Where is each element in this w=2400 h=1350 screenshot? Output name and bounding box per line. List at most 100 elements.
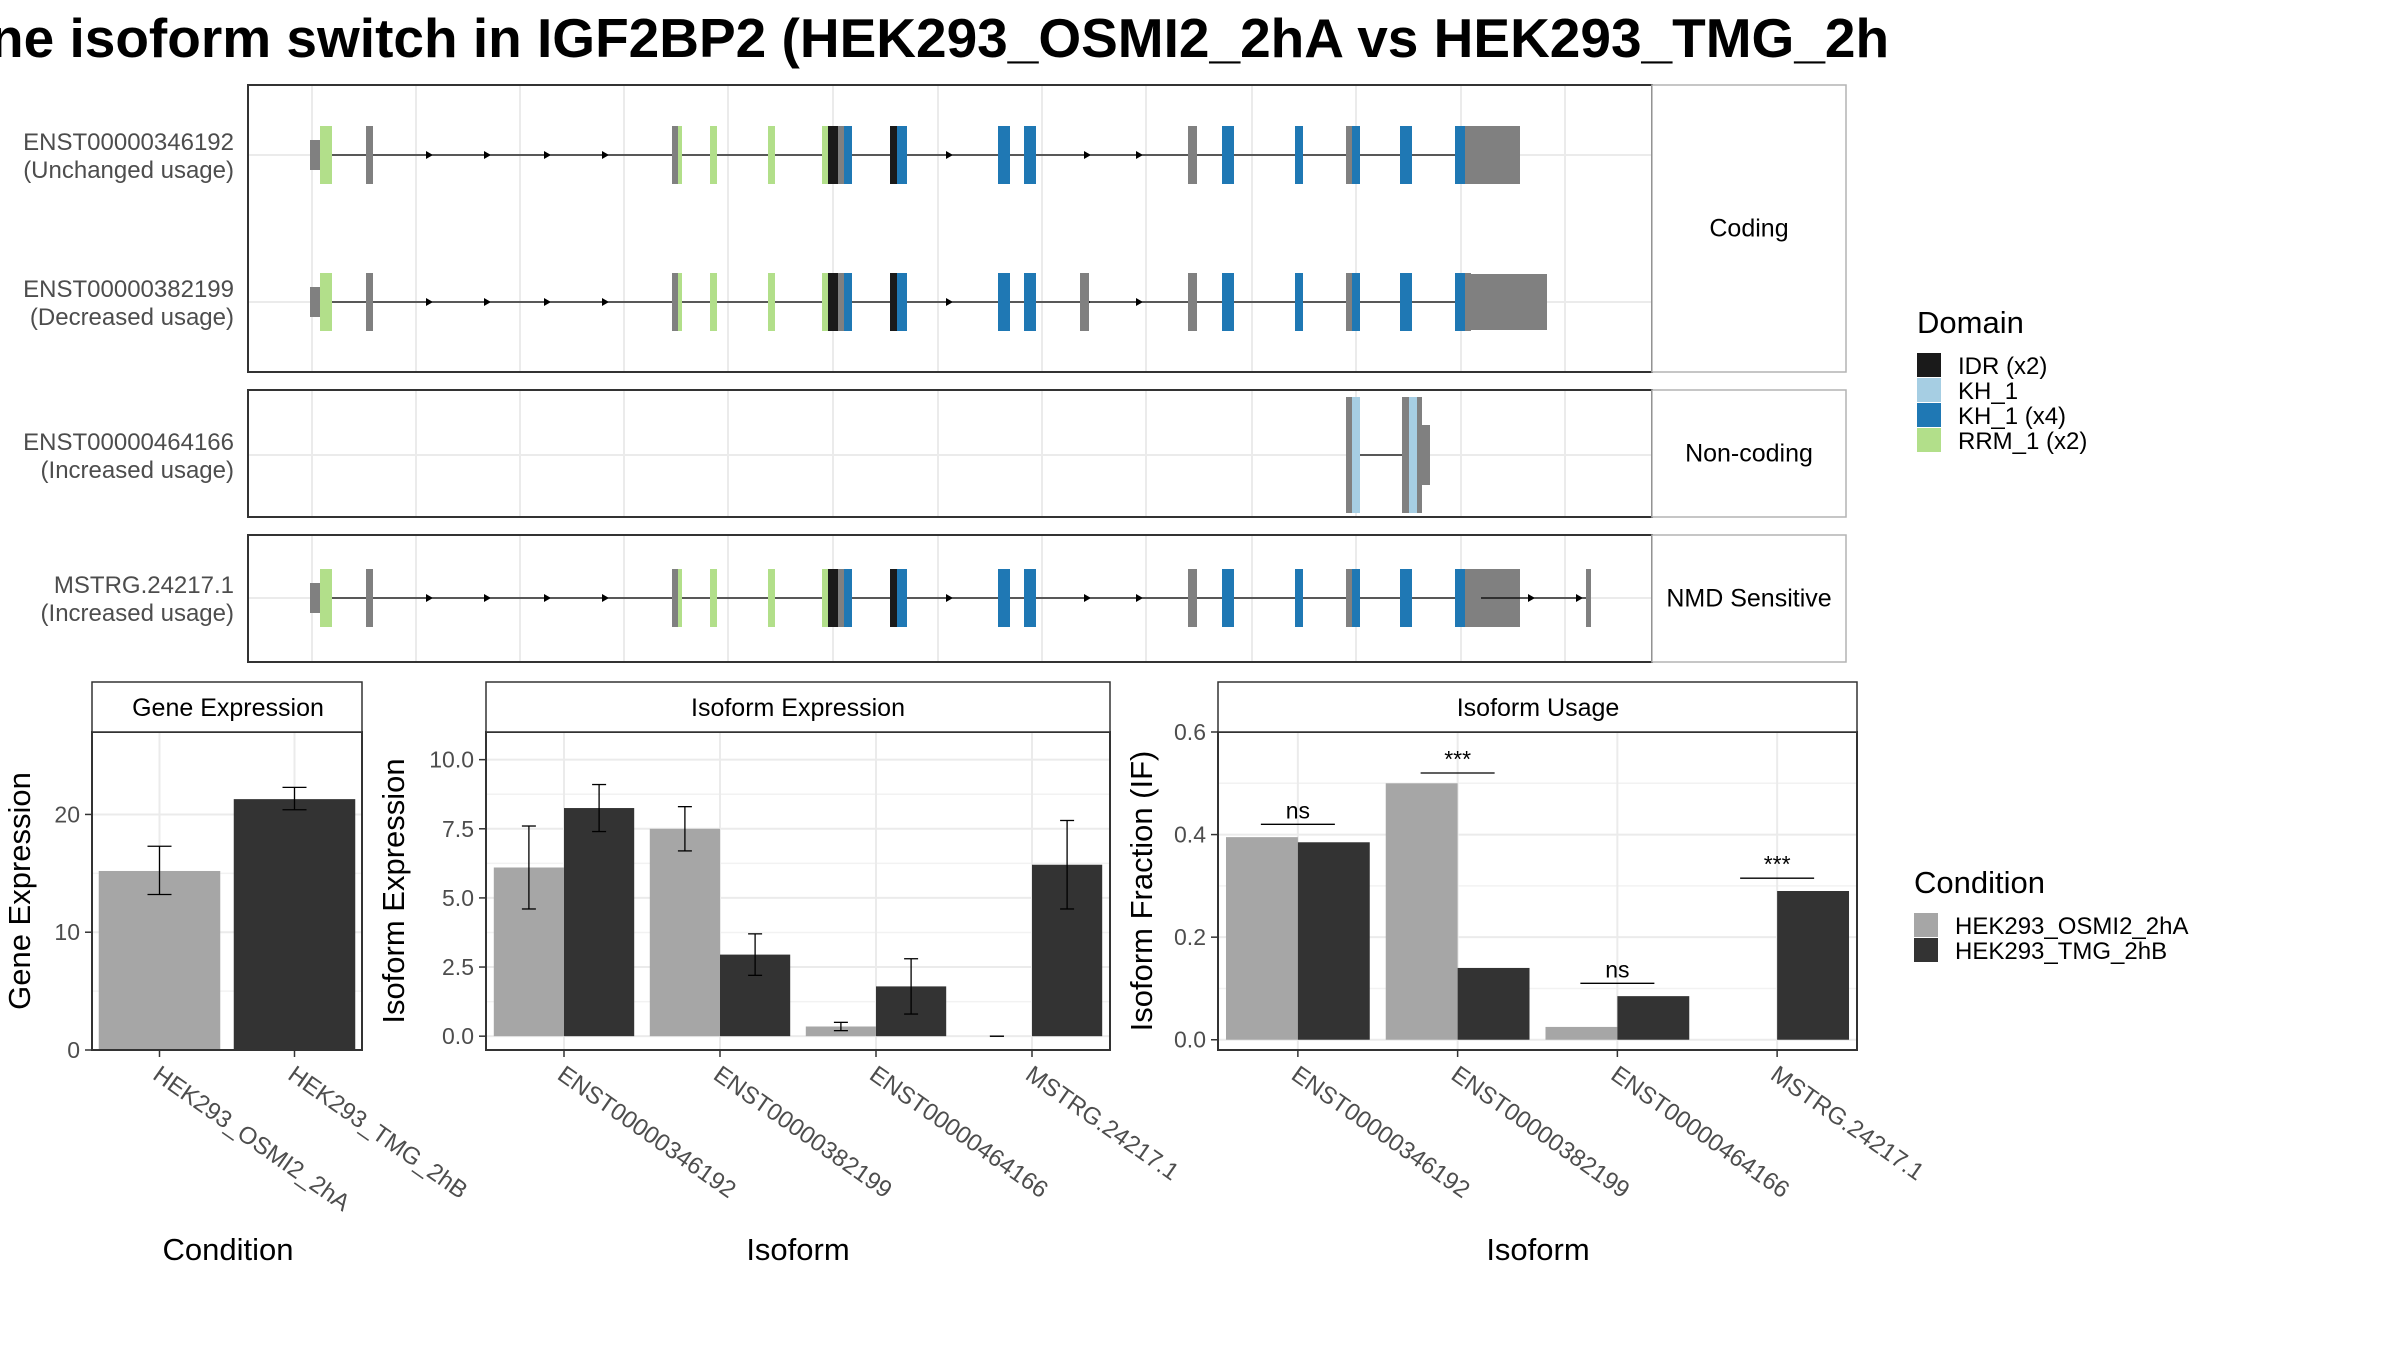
domain-exon-KH_1 <box>1295 273 1303 331</box>
exon <box>1080 273 1089 331</box>
bar <box>1225 837 1298 1040</box>
exon <box>672 273 678 331</box>
strand-arrow <box>544 594 551 602</box>
transcript-id-label: ENST00000382199 <box>23 276 234 303</box>
domain-exon-KH_1 <box>998 569 1010 627</box>
exon <box>310 287 320 317</box>
domain-exon-IDR <box>890 126 897 184</box>
domain-exon-RRM_1 <box>768 126 775 184</box>
exon <box>1346 126 1352 184</box>
strand-arrow <box>946 594 953 602</box>
strand-arrow <box>1084 594 1091 602</box>
utr-3prime <box>1471 274 1547 330</box>
domain-exon-KH_1 <box>1024 569 1036 627</box>
domain-exon-KH_1 <box>1352 273 1360 331</box>
domain-exon-KH_1 <box>1024 273 1036 331</box>
x-axis-label: Isoform <box>746 1232 849 1267</box>
bar <box>98 870 221 1050</box>
exon <box>672 126 678 184</box>
utr-3prime <box>1471 126 1520 184</box>
strand-arrow <box>1136 151 1143 159</box>
domain-exon-KH_1 <box>844 569 852 627</box>
utr-3prime <box>1422 425 1430 485</box>
domain-exon-KH_1 <box>1222 126 1234 184</box>
significance-label: ns <box>1286 797 1310 823</box>
domain-exon-RRM_1 <box>710 569 717 627</box>
y-tick-label: 0.6 <box>1174 719 1206 745</box>
bar-chart-1: Isoform Expression0.02.55.07.510.0ENST00… <box>376 681 1184 1267</box>
domain-exon-KH_1 <box>1222 569 1234 627</box>
facet-strip-label: Coding <box>1709 215 1788 243</box>
legend-swatch-condition <box>1914 913 1938 937</box>
x-tick-label: MSTRG.24217.1 <box>1021 1061 1184 1186</box>
panel-border <box>247 389 1653 518</box>
legend-label-domain: RRM_1 (x2) <box>1958 428 2087 455</box>
figure-title: ne isoform switch in IGF2BP2 (HEK293_OSM… <box>0 7 1889 69</box>
legend-title-condition: Condition <box>1914 865 2045 900</box>
domain-exon-KH_1 <box>1455 569 1467 627</box>
panel-border <box>247 84 1653 373</box>
domain-exon-RRM_1 <box>822 126 828 184</box>
legends: Domain IDR (x2)KH_1KH_1 (x4)RRM_1 (x2) Con… <box>1914 305 2188 965</box>
domain-exon-KH_1 <box>1024 126 1036 184</box>
y-tick-label: 0 <box>67 1037 80 1063</box>
facet-strip <box>1217 681 1858 733</box>
bar <box>649 828 720 1037</box>
strand-arrow <box>544 151 551 159</box>
exon <box>310 140 320 170</box>
strand-arrow <box>1576 594 1583 602</box>
domain-exon-KH_1 <box>1455 126 1467 184</box>
domain-exon-KH_1 <box>897 126 907 184</box>
legend-title-domain: Domain <box>1917 305 2024 340</box>
exon <box>1402 397 1409 513</box>
exon <box>1188 126 1197 184</box>
legend-swatch-domain <box>1917 378 1941 402</box>
domain-exon-KH_1 <box>1400 126 1412 184</box>
strand-arrow <box>544 298 551 306</box>
domain-exon-RRM_1 <box>822 569 828 627</box>
bar <box>233 799 356 1050</box>
chart-title: Gene Expression <box>132 694 324 722</box>
bar <box>1777 891 1850 1040</box>
strand-arrow <box>1136 298 1143 306</box>
bar <box>1297 842 1370 1040</box>
strand-arrow <box>426 298 433 306</box>
exon <box>1465 273 1471 331</box>
strand-arrow <box>484 298 491 306</box>
bar <box>564 808 635 1037</box>
legend-label-domain: KH_1 (x4) <box>1958 403 2066 430</box>
bar-chart-2: ns***ns***Isoform Usage0.00.20.40.6ENST0… <box>1124 681 1929 1267</box>
y-tick-label: 0.0 <box>1174 1027 1206 1053</box>
domain-exon-KH_1 <box>1400 273 1412 331</box>
domain-exon-RRM_1 <box>822 273 828 331</box>
facet-strip-label: Non-coding <box>1685 440 1813 468</box>
strand-arrow <box>426 594 433 602</box>
significance-label: ns <box>1605 956 1629 982</box>
y-tick-label: 10.0 <box>429 747 474 773</box>
chart-title: Isoform Expression <box>691 694 905 722</box>
exon <box>310 583 320 613</box>
strand-arrow <box>1084 151 1091 159</box>
strand-arrow <box>946 298 953 306</box>
domain-exon-RRM_1 <box>710 273 717 331</box>
domain-exon-KH_1 <box>897 569 907 627</box>
transcript-usage-label: (Decreased usage) <box>30 304 234 331</box>
domain-exon-IDR <box>828 126 838 184</box>
transcript-usage-label: (Increased usage) <box>41 600 234 627</box>
transcript-id-label: ENST00000464166 <box>23 429 234 456</box>
y-tick-label: 5.0 <box>442 885 474 911</box>
x-axis-label: Isoform <box>1486 1232 1589 1267</box>
y-tick-label: 0.2 <box>1174 924 1206 950</box>
bar <box>1457 967 1530 1040</box>
bar <box>1385 783 1458 1040</box>
exon <box>1188 273 1197 331</box>
domain-exon-RRM_1 <box>320 569 332 627</box>
domain-exon-IDR <box>890 273 897 331</box>
legend-label-domain: KH_1 <box>1958 378 2018 405</box>
exon <box>1188 569 1197 627</box>
exon <box>366 126 373 184</box>
y-tick-label: 0.0 <box>442 1023 474 1049</box>
significance-label: *** <box>1444 746 1471 772</box>
facet-strip <box>91 681 363 733</box>
